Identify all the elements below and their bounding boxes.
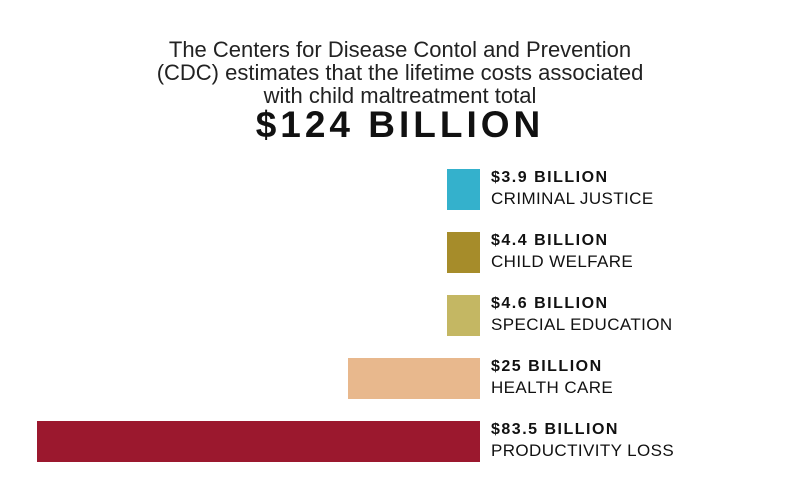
total-cost: $124 BILLION bbox=[255, 104, 545, 145]
category-label: CRIMINAL JUSTICE bbox=[491, 189, 654, 208]
category-label: SPECIAL EDUCATION bbox=[491, 315, 673, 334]
category-label: PRODUCTIVITY LOSS bbox=[491, 441, 675, 460]
intro-line-2: (CDC) estimates that the lifetime costs … bbox=[156, 60, 644, 85]
bar-criminal-justice bbox=[447, 169, 480, 210]
bar-child-welfare bbox=[447, 232, 480, 273]
intro-line-3: with child maltreatment total bbox=[263, 83, 537, 108]
value-label: $3.9 BILLION bbox=[491, 169, 609, 186]
value-label: $4.4 BILLION bbox=[491, 232, 609, 249]
bar-productivity-loss bbox=[37, 421, 480, 462]
bar-label: $4.4 BILLION CHILD WELFARE bbox=[491, 231, 633, 273]
bar-health-care bbox=[347, 358, 480, 399]
value-label: $4.6 BILLION bbox=[491, 295, 609, 312]
bar-label: $4.6 BILLION SPECIAL EDUCATION bbox=[491, 294, 673, 336]
bar-label: $25 BILLION HEALTH CARE bbox=[491, 357, 613, 399]
value-label: $83.5 BILLION bbox=[491, 421, 619, 438]
value-label: $25 BILLION bbox=[491, 358, 603, 375]
category-label: CHILD WELFARE bbox=[491, 252, 634, 271]
category-label: HEALTH CARE bbox=[491, 378, 614, 397]
bar-label: $83.5 BILLION PRODUCTIVITY LOSS bbox=[491, 420, 674, 462]
bar-label: $3.9 BILLION CRIMINAL JUSTICE bbox=[491, 168, 654, 210]
bar-special-education bbox=[447, 295, 480, 336]
intro-line-1: The Centers for Disease Contol and Preve… bbox=[168, 37, 632, 62]
intro-text: The Centers for Disease Contol and Preve… bbox=[0, 38, 800, 107]
